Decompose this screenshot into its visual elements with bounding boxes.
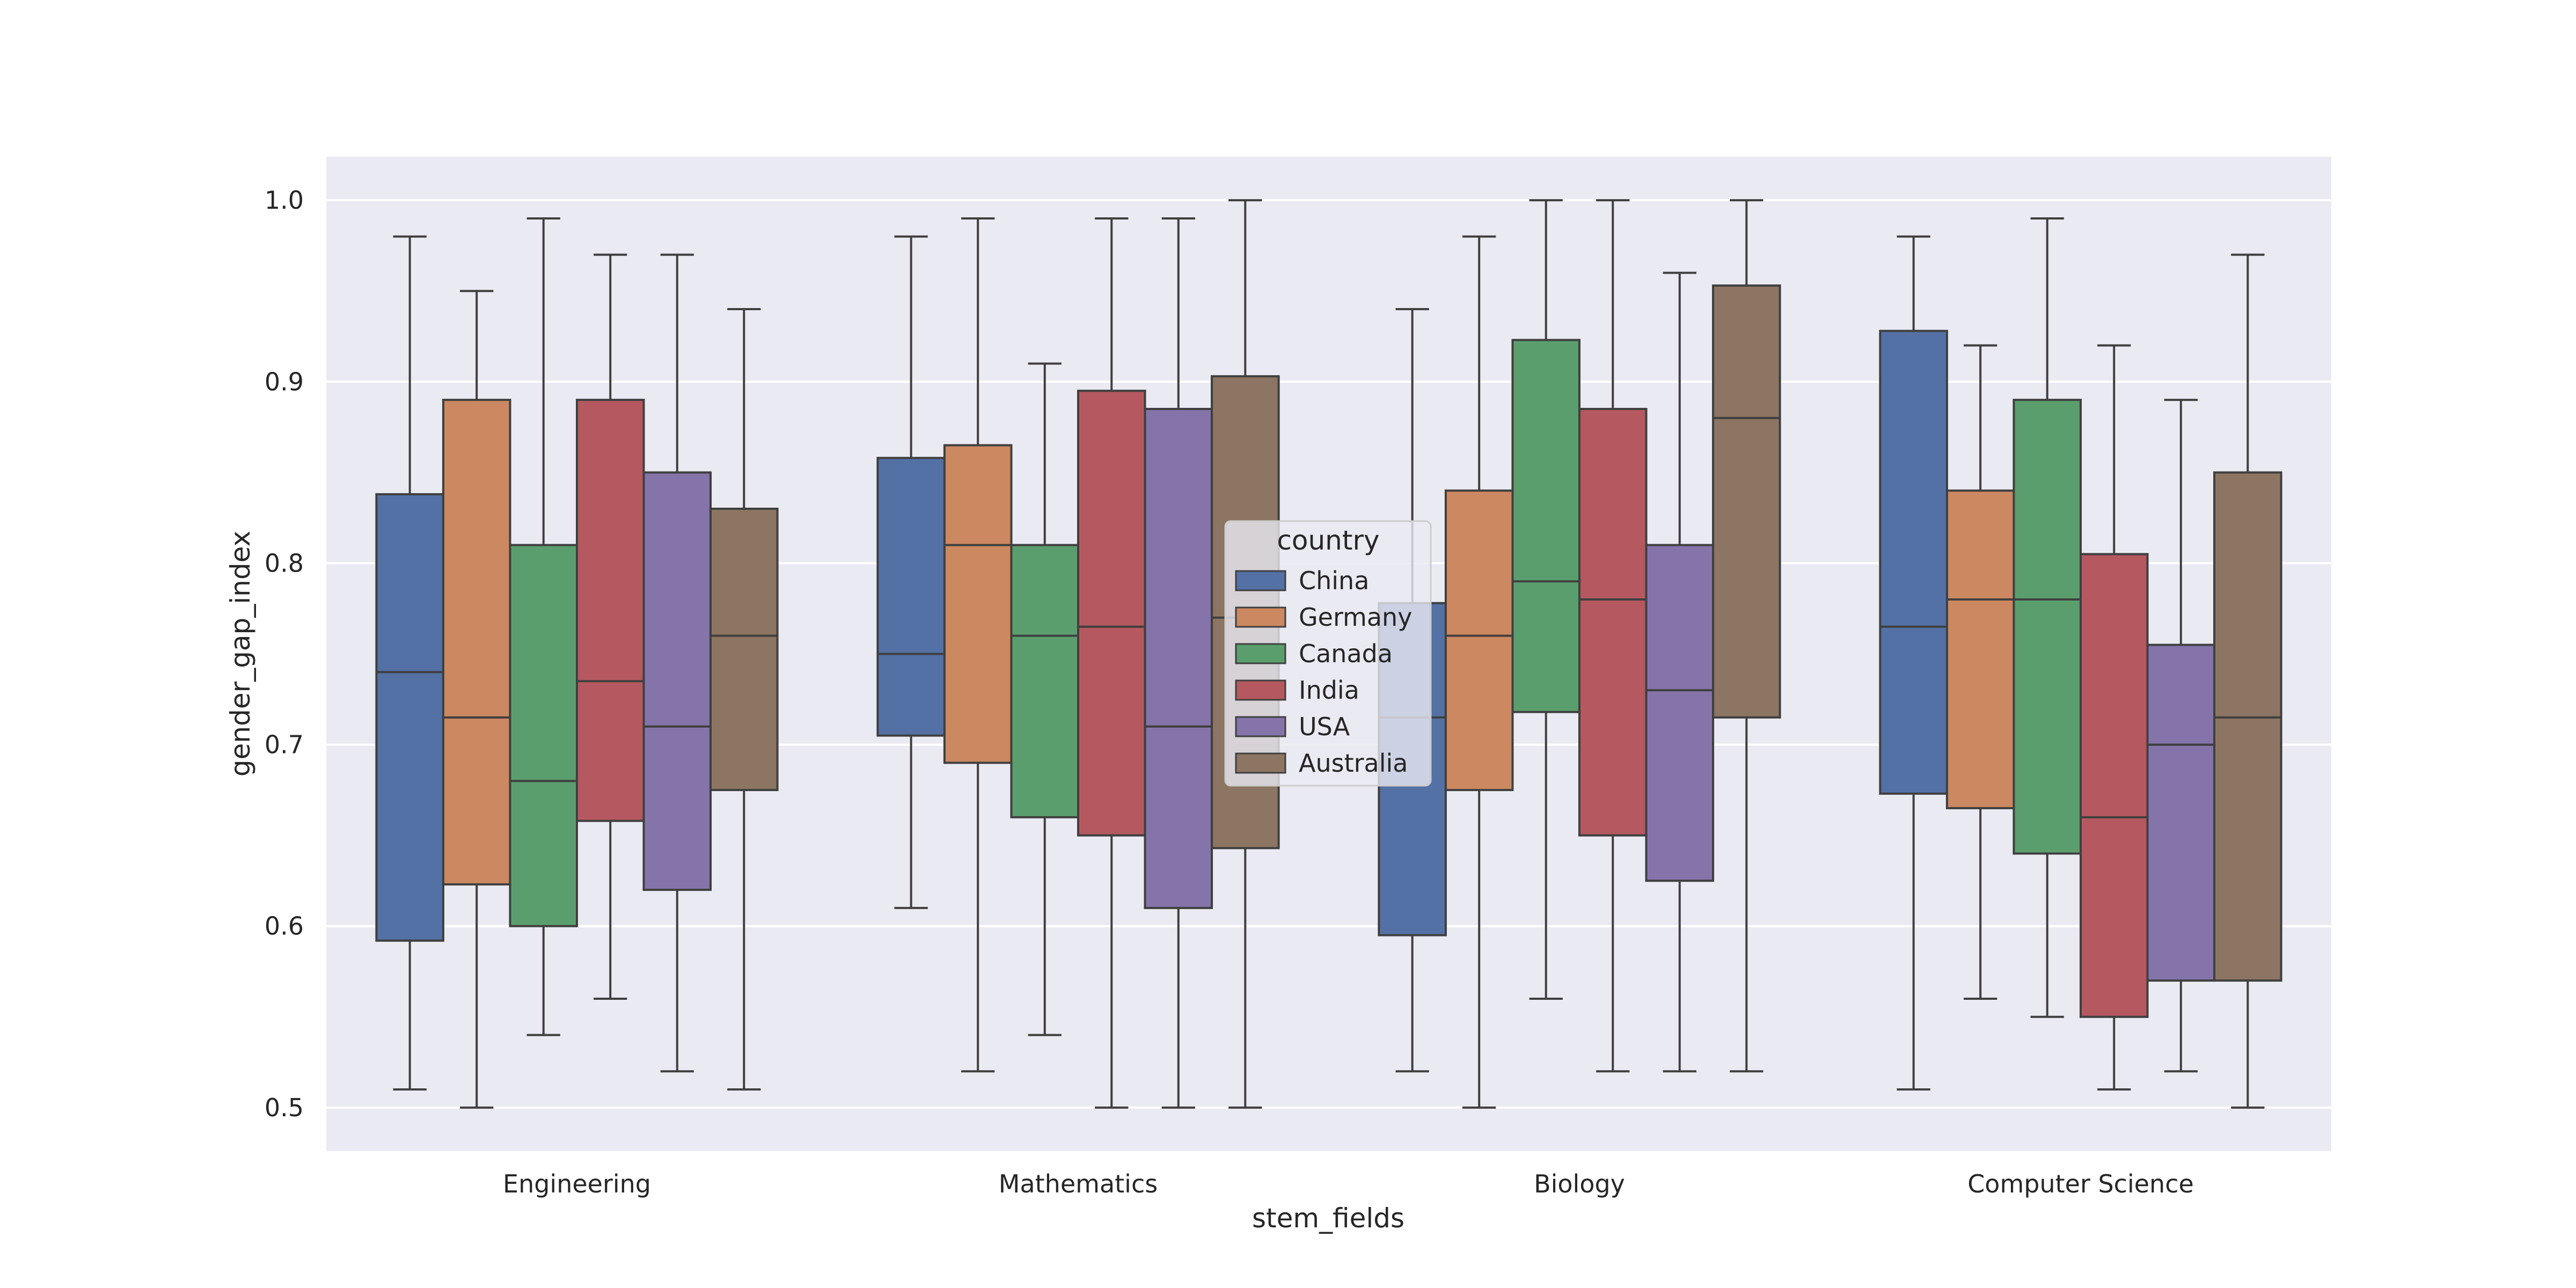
iqr-box [1511,339,1580,713]
x-axis-label: stem_fields [1252,1203,1404,1234]
legend-item-australia: Australia [1235,749,1408,778]
legend-item-usa: USA [1235,712,1350,741]
y-tick-label: 0.5 [265,1093,304,1122]
box-canada-engineering [509,217,579,1036]
legend-swatch [1235,752,1286,774]
legend-label: USA [1299,712,1350,741]
iqr-box [709,507,779,792]
legend-item-germany: Germany [1235,603,1412,632]
box-germany-computer-science [1945,344,2015,1000]
box-usa-engineering [642,253,712,1073]
legend-swatch [1235,606,1286,628]
y-tick-label: 0.9 [265,367,304,396]
box-usa-mathematics [1144,217,1213,1109]
iqr-box [1645,544,1715,882]
iqr-box [1879,330,1948,795]
iqr-box [375,493,444,942]
iqr-box [943,444,1013,764]
legend-item-canada: Canada [1235,639,1393,668]
legend-label: Australia [1299,749,1408,778]
iqr-box [1077,390,1146,837]
legend-swatch [1235,716,1286,737]
box-canada-biology [1511,199,1580,1000]
iqr-box [1010,544,1080,818]
legend-swatch [1235,643,1286,664]
iqr-box [1444,489,1514,792]
x-tick-label: Computer Science [1967,1169,2194,1198]
box-usa-computer-science [2146,399,2216,1073]
iqr-box [442,399,511,885]
legend-title: country [1277,525,1379,556]
y-tick-label: 0.7 [265,730,304,759]
legend-label: Canada [1299,639,1393,668]
y-axis-label: gender_gap_index [225,531,256,777]
x-tick-label: Mathematics [999,1169,1158,1198]
iqr-box [876,457,946,737]
iqr-box [1144,408,1213,909]
iqr-box [642,471,712,891]
x-tick-label: Biology [1534,1169,1625,1198]
x-axis-ticks: Engineering Mathematics Biology Computer Sc… [503,1169,2194,1198]
box-usa-biology [1645,272,1715,1073]
legend-items: China Germany Canada India USA Australia [1235,566,1412,778]
box-germany-mathematics [943,217,1013,1073]
iqr-box [2012,399,2082,855]
legend-label: China [1299,566,1369,595]
box-india-computer-science [2080,344,2149,1091]
x-tick-label: Engineering [503,1169,651,1198]
iqr-box [2146,643,2216,982]
legend-item-india: India [1235,676,1359,705]
box-australia-biology [1712,199,1781,1073]
legend-label: Germany [1299,603,1412,632]
iqr-box [509,544,579,927]
boxes [375,199,2282,1109]
legend: country China Germany Canada India USA Austra… [1224,520,1432,787]
iqr-box [1945,489,2015,809]
box-china-computer-science [1879,235,1948,1091]
iqr-box [576,399,645,822]
box-germany-engineering [442,290,511,1109]
box-china-mathematics [876,235,946,909]
iqr-box [1578,408,1648,837]
box-australia-engineering [709,308,779,1091]
box-india-engineering [576,253,645,1000]
legend-item-china: China [1235,566,1369,595]
y-tick-label: 0.6 [265,912,304,941]
iqr-box [1712,284,1781,719]
y-tick-label: 0.8 [265,548,304,577]
iqr-box [2080,553,2149,1018]
legend-swatch [1235,570,1286,591]
legend-label: India [1299,676,1359,705]
y-tick-label: 1.0 [265,186,304,215]
box-australia-computer-science [2213,253,2282,1109]
legend-swatch [1235,679,1286,701]
y-axis-ticks: 0.5 0.6 0.7 0.8 0.9 1.0 [265,186,304,1122]
iqr-box [2213,471,2282,982]
